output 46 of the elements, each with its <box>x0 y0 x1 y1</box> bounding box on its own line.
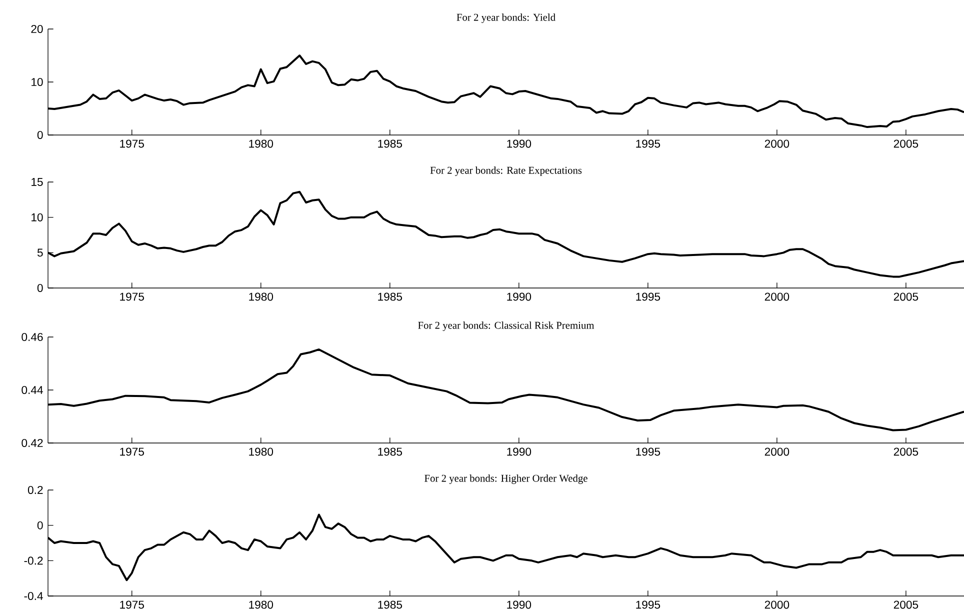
x-tick-label: 1980 <box>249 140 274 148</box>
chart-title: For 2 year bonds: Rate Expectations <box>430 166 582 176</box>
x-tick-label: 1975 <box>120 292 144 301</box>
x-tick-label: 1975 <box>120 600 144 609</box>
x-tick-label: 1995 <box>636 140 660 148</box>
chart-title: For 2 year bonds: Classical Risk Premium <box>418 321 594 331</box>
y-tick-label: 15 <box>32 178 43 186</box>
y-tick-label: 0 <box>37 521 43 530</box>
y-tick-label: -0.2 <box>24 556 43 565</box>
y-tick-label: 20 <box>31 24 43 34</box>
x-tick-label: 2005 <box>894 448 918 456</box>
y-tick-label: 0 <box>37 130 43 140</box>
x-tick-label: 1990 <box>507 292 532 301</box>
x-tick-label: 1975 <box>120 140 144 148</box>
x-tick-label: 1990 <box>507 140 532 148</box>
x-tick-label: 1985 <box>378 140 402 148</box>
x-tick-label: 2000 <box>764 292 790 301</box>
y-tick-label: 10 <box>32 78 43 86</box>
x-tick-label: 1980 <box>249 448 274 456</box>
x-tick-label: 1980 <box>249 600 274 609</box>
y-tick-label: 0.44 <box>22 386 43 394</box>
x-tick-label: 1995 <box>636 448 660 456</box>
chart-title: For 2 year bonds: Yield <box>456 13 556 23</box>
x-tick-label: 2000 <box>764 448 790 456</box>
x-tick-label: 1995 <box>636 292 660 301</box>
x-tick-label: 2005 <box>894 292 918 301</box>
x-tick-label: 1985 <box>378 448 402 456</box>
y-tick-label: 0.46 <box>22 332 43 342</box>
y-tick-label: 10 <box>32 213 43 222</box>
y-tick-label: 0.42 <box>22 438 43 448</box>
x-tick-label: 1985 <box>378 600 402 609</box>
x-tick-label: 1990 <box>507 448 532 456</box>
x-tick-label: 1985 <box>378 292 402 301</box>
x-tick-label: 1975 <box>120 448 144 456</box>
y-tick-label: 5 <box>37 248 43 257</box>
x-tick-label: 1980 <box>249 292 274 301</box>
x-tick-label: 2000 <box>764 140 790 148</box>
y-tick-label: 0 <box>37 284 43 292</box>
chart-title: For 2 year bonds: Higher Order Wedge <box>424 474 588 484</box>
x-tick-label: 2000 <box>764 600 790 609</box>
x-tick-label: 2005 <box>894 600 918 609</box>
x-tick-label: 1990 <box>507 600 532 609</box>
x-tick-label: 2005 <box>894 140 918 148</box>
x-tick-label: 1995 <box>636 600 660 609</box>
y-tick-label: 0.2 <box>28 486 43 494</box>
y-tick-label: -0.4 <box>24 592 43 600</box>
